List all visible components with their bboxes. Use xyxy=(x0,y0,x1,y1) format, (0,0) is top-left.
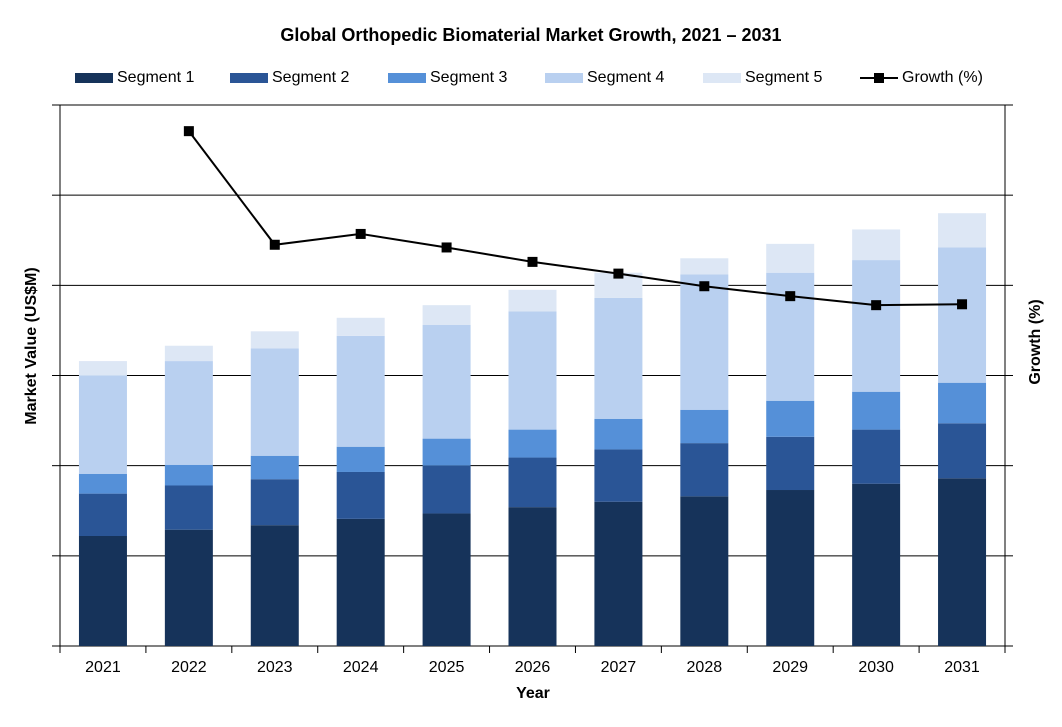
legend-label: Segment 5 xyxy=(745,69,822,86)
legend-swatch xyxy=(545,73,583,83)
bar-segment xyxy=(78,361,127,376)
growth-line xyxy=(188,130,963,307)
legend-label: Segment 2 xyxy=(272,69,349,86)
bar-segment xyxy=(766,490,815,646)
bar-segment xyxy=(852,260,901,392)
x-tick-label: 2022 xyxy=(171,659,207,676)
bar-segment xyxy=(336,446,385,472)
y2-axis-label: Growth (%) xyxy=(1027,299,1044,384)
chart-title: Global Orthopedic Biomaterial Market Gro… xyxy=(280,25,781,45)
bar-segment xyxy=(164,345,213,362)
bar-segment xyxy=(164,485,213,530)
bar-segment xyxy=(852,391,901,430)
bar-segment xyxy=(508,429,557,458)
bar-segment xyxy=(336,335,385,447)
growth-marker xyxy=(441,242,452,253)
bar-segment xyxy=(336,518,385,646)
bar-segment xyxy=(938,213,987,248)
bar-segment xyxy=(164,529,213,646)
bar-segment xyxy=(250,348,299,456)
bar-segment xyxy=(680,409,729,444)
bar-segment xyxy=(422,305,471,326)
x-tick-label: 2029 xyxy=(772,659,808,676)
bar-segment xyxy=(594,449,643,502)
x-tick-label: 2026 xyxy=(515,659,551,676)
legend-swatch xyxy=(388,73,426,83)
bar-segment xyxy=(422,325,471,439)
bar-segment xyxy=(422,513,471,646)
bar-segment xyxy=(766,243,815,273)
y-axis-label: Market Value (US$M) xyxy=(23,267,40,424)
growth-marker xyxy=(355,228,366,239)
legend-label: Segment 4 xyxy=(587,69,664,86)
x-tick-label: 2025 xyxy=(429,659,465,676)
growth-marker xyxy=(527,256,538,267)
bar-segment xyxy=(250,331,299,349)
growth-marker xyxy=(269,239,280,250)
bar-segment xyxy=(766,400,815,437)
bar-segment xyxy=(594,418,643,450)
legend-marker xyxy=(874,73,884,83)
x-tick-label: 2027 xyxy=(601,659,637,676)
bar-segment xyxy=(164,361,213,465)
bar-segment xyxy=(250,479,299,526)
x-tick-label: 2021 xyxy=(85,659,121,676)
bar-segment xyxy=(336,317,385,336)
x-tick-label: 2023 xyxy=(257,659,293,676)
x-tick-label: 2031 xyxy=(944,659,980,676)
x-tick-label: 2030 xyxy=(858,659,894,676)
bar-segment xyxy=(164,464,213,486)
bar-segment xyxy=(336,471,385,519)
bar-segment xyxy=(594,501,643,646)
legend-label: Segment 3 xyxy=(430,69,507,86)
growth-marker xyxy=(183,126,194,137)
growth-marker xyxy=(613,268,624,279)
bar-segment xyxy=(508,507,557,646)
legend-swatch xyxy=(703,73,741,83)
bar-segment xyxy=(680,258,729,275)
bar-segment xyxy=(508,311,557,430)
legend-label: Growth (%) xyxy=(902,69,983,86)
bar-segment xyxy=(938,382,987,424)
bar-segment xyxy=(938,247,987,383)
bar-segment xyxy=(852,483,901,646)
bar-segment xyxy=(250,455,299,480)
bar-segment xyxy=(938,478,987,646)
bar-segment xyxy=(78,535,127,646)
bar-segment xyxy=(508,289,557,312)
bar-segment xyxy=(508,457,557,508)
x-tick-label: 2024 xyxy=(343,659,379,676)
bar-segment xyxy=(78,493,127,536)
bar-segment xyxy=(766,436,815,491)
bar-segment xyxy=(852,429,901,484)
x-axis-label: Year xyxy=(516,685,550,702)
growth-marker xyxy=(785,291,796,302)
x-tick-label: 2028 xyxy=(687,659,723,676)
legend-label: Segment 1 xyxy=(117,69,194,86)
bar-segment xyxy=(680,443,729,497)
bar-segment xyxy=(938,423,987,479)
growth-marker xyxy=(871,300,882,311)
bar-segment xyxy=(78,473,127,494)
bar-segment xyxy=(680,496,729,646)
bar-segment xyxy=(422,465,471,514)
bar-segment xyxy=(422,438,471,466)
bar-segment xyxy=(250,525,299,646)
legend-swatch xyxy=(75,73,113,83)
growth-marker xyxy=(699,281,710,292)
bar-segment xyxy=(78,375,127,474)
bar-segment xyxy=(680,274,729,410)
legend-swatch xyxy=(230,73,268,83)
bar-segment xyxy=(852,229,901,261)
bar-segment xyxy=(594,297,643,419)
growth-marker xyxy=(957,299,968,310)
